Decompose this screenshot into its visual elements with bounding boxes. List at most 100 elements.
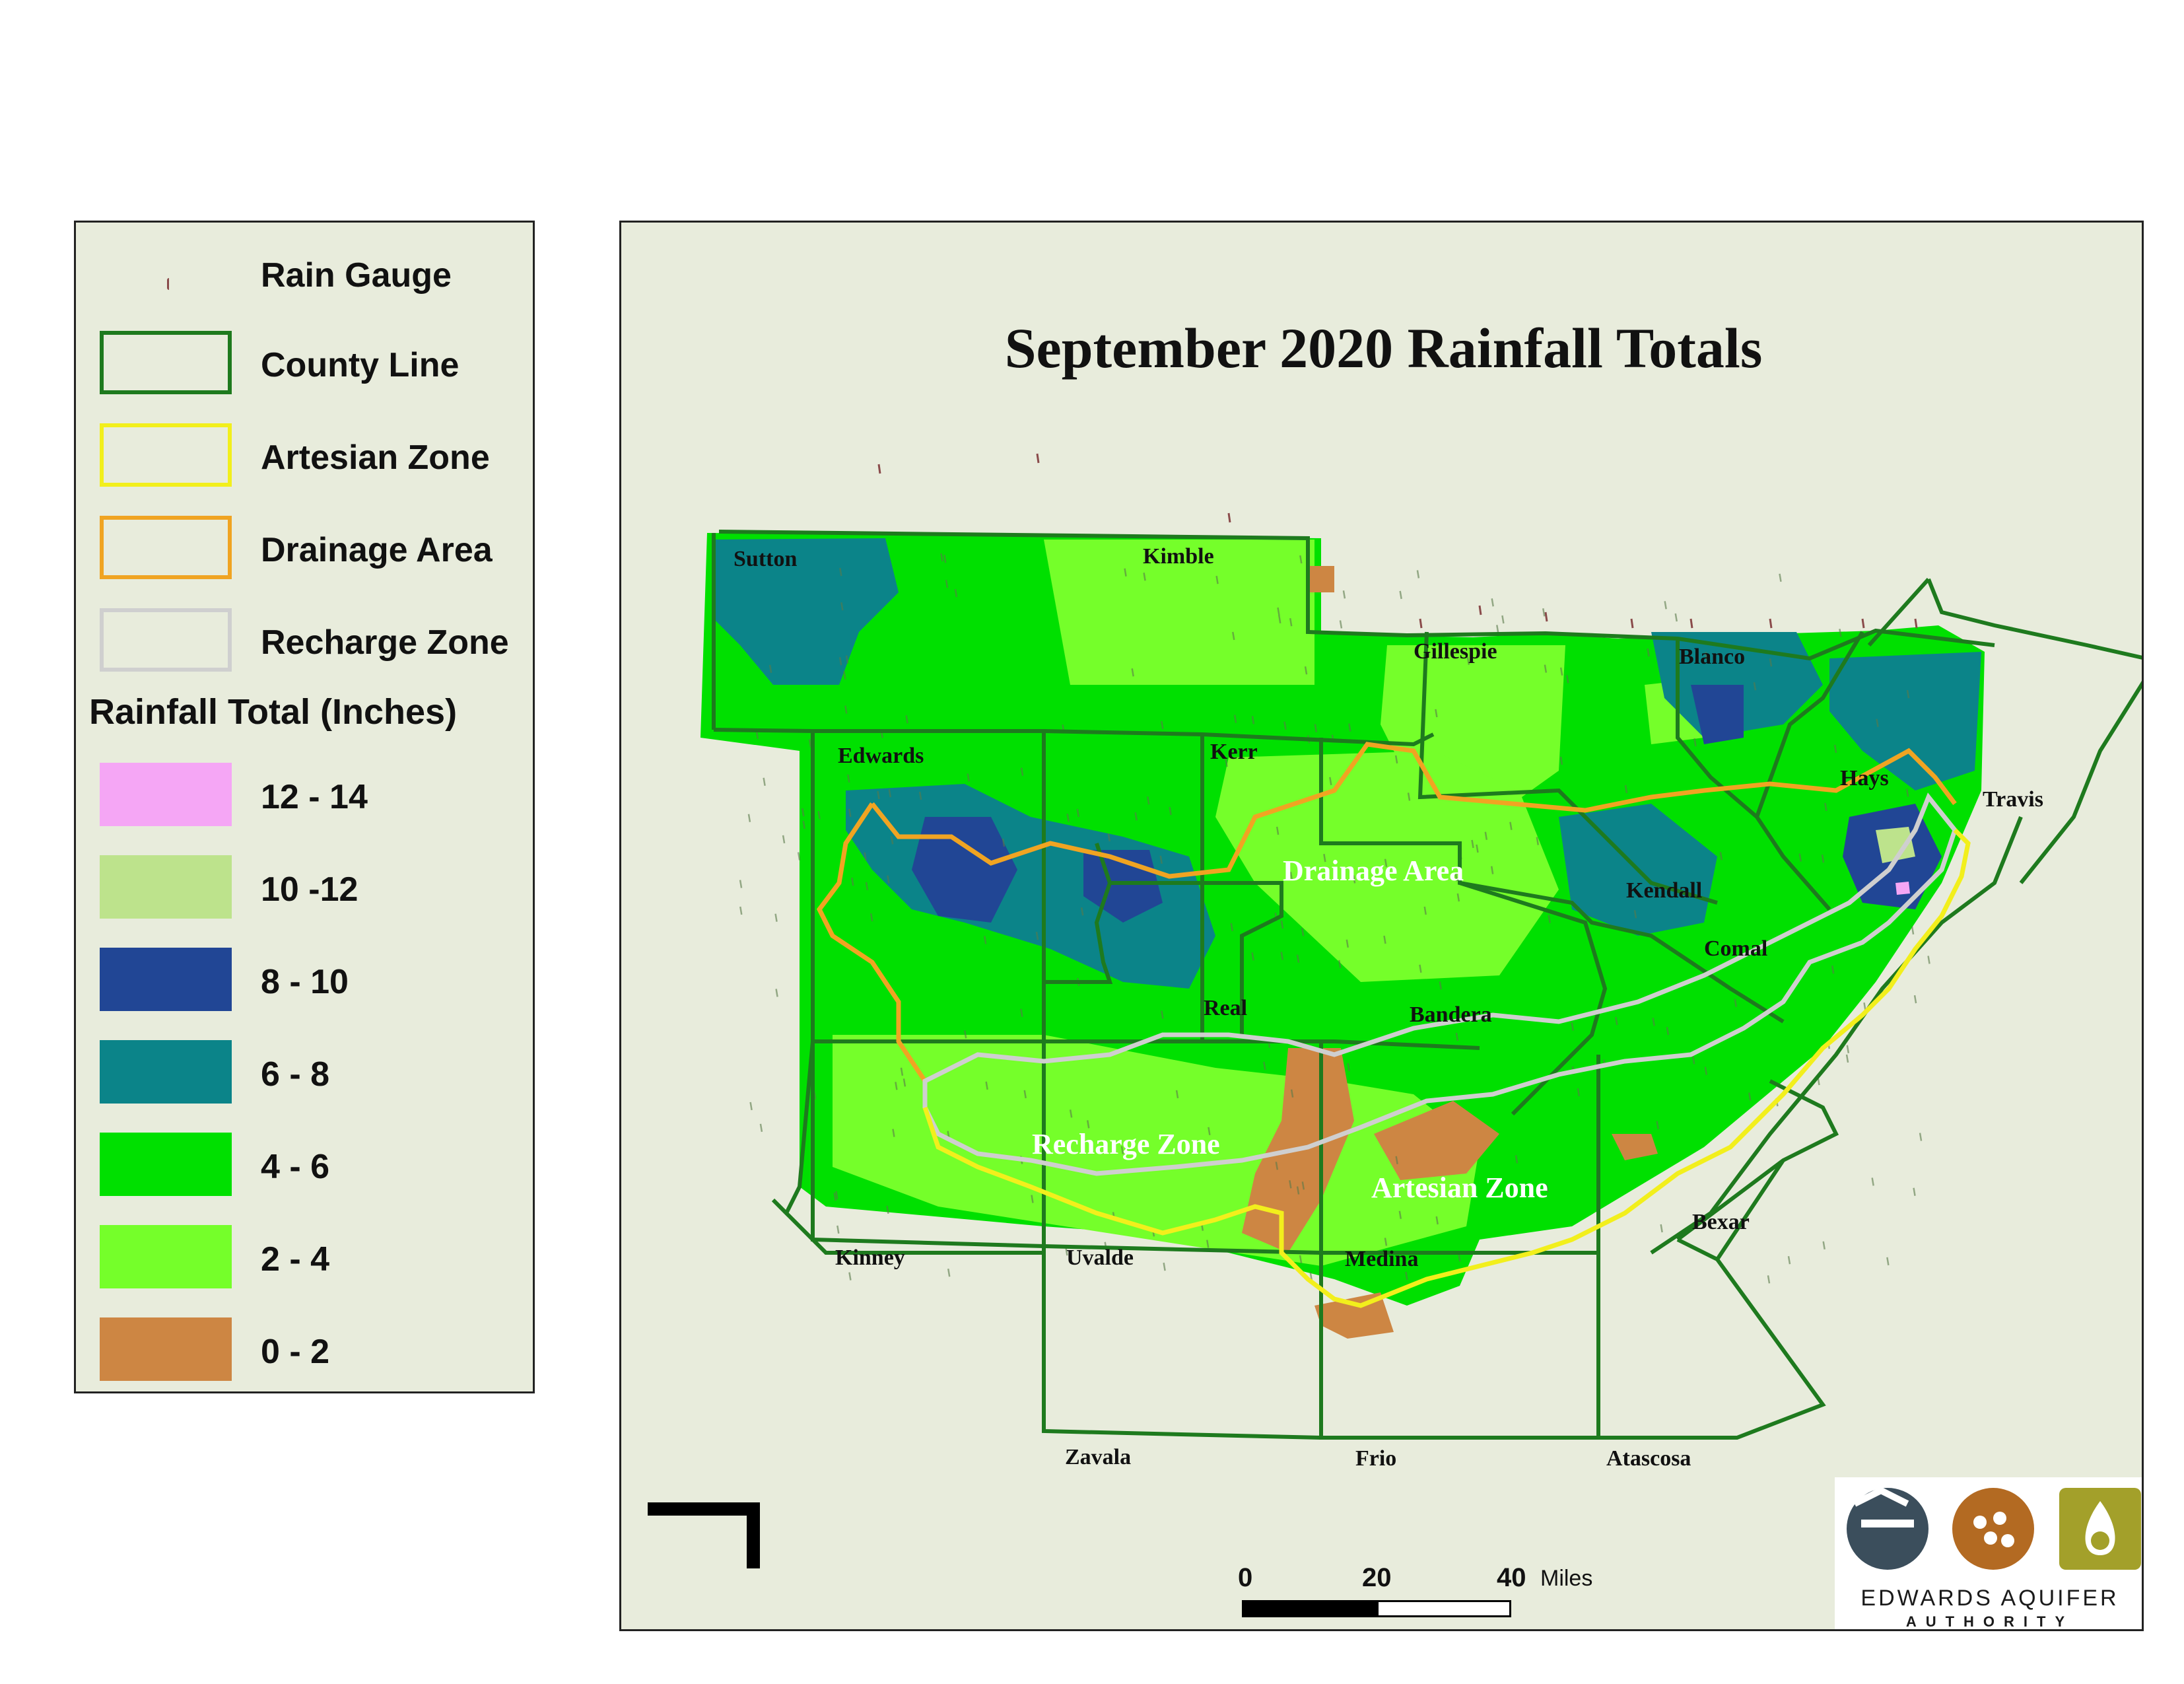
legend-item-county-line: County Line bbox=[88, 326, 524, 398]
rain-gauge-mark bbox=[1289, 1180, 1292, 1189]
class-label: 0 - 2 bbox=[261, 1333, 330, 1371]
rain-gauge-mark bbox=[1546, 1184, 1549, 1193]
rain-gauge-mark bbox=[1342, 590, 1346, 599]
legend-item-drainage-area: Drainage Area bbox=[88, 510, 524, 583]
rain-gauge-mark bbox=[943, 555, 947, 563]
rain-gauge-mark bbox=[1065, 1247, 1068, 1256]
rain-gauge-mark bbox=[1466, 656, 1470, 665]
rain-gauge-mark bbox=[983, 936, 987, 944]
county-labels: Sutton Kimble Gillespie Blanco Edwards K… bbox=[734, 544, 2043, 1471]
county-label-kendall: Kendall bbox=[1626, 878, 1702, 903]
rain-gauge-mark bbox=[1309, 1272, 1313, 1281]
rain-gauge-mark bbox=[1278, 615, 1281, 624]
county-label-gillespie: Gillespie bbox=[1414, 639, 1497, 664]
rain-gauge-mark bbox=[1206, 1240, 1210, 1248]
rain-gauge-mark bbox=[1515, 1155, 1519, 1164]
rain-gauge-mark bbox=[739, 906, 743, 915]
rain-gauge-mark bbox=[1577, 1088, 1581, 1097]
rain-gauge-mark bbox=[877, 790, 880, 800]
artesian-zone-boundary bbox=[922, 828, 1971, 1308]
rain-gauge-mark bbox=[1134, 812, 1138, 821]
rain-gauge-mark bbox=[1296, 954, 1300, 963]
rain-gauge-mark bbox=[782, 835, 786, 844]
rain-gauge-mark bbox=[1666, 1026, 1670, 1035]
rain-gauge-mark bbox=[1348, 723, 1351, 732]
legend-label: County Line bbox=[261, 346, 460, 384]
rain-gauge-mark bbox=[1624, 785, 1628, 794]
rain-gauge-mark bbox=[1559, 667, 1563, 676]
rain-gauge-mark bbox=[888, 789, 892, 798]
rain-gauge-mark bbox=[1120, 1146, 1124, 1154]
rain-gauge-mark bbox=[1767, 1275, 1771, 1284]
rain-gauge-mark bbox=[1215, 575, 1219, 584]
raster-2-4-kimble bbox=[1044, 540, 1314, 685]
county-label-frio: Frio bbox=[1355, 1446, 1396, 1471]
rain-gauge-mark bbox=[1031, 1195, 1034, 1203]
rain-gauge-mark bbox=[1346, 939, 1349, 948]
class-label: 12 - 14 bbox=[261, 778, 368, 816]
rain-gauge-mark bbox=[774, 913, 778, 922]
county-label-kimble: Kimble bbox=[1143, 544, 1214, 569]
rain-gauge-mark bbox=[1301, 928, 1305, 936]
rain-gauge-mark bbox=[1407, 792, 1411, 801]
rain-gauge-mark bbox=[1338, 960, 1342, 969]
rain-gauge-mark bbox=[1405, 1271, 1408, 1281]
recharge-zone-boundary bbox=[922, 792, 1958, 1176]
rain-gauge-mark bbox=[1478, 605, 1482, 615]
class-swatch bbox=[100, 948, 232, 1011]
county-label-blanco: Blanco bbox=[1679, 645, 1745, 669]
legend-class-10-12: 10 -12 bbox=[88, 850, 524, 923]
rain-gauge-mark bbox=[1399, 590, 1402, 600]
recharge-zone-swatch bbox=[100, 608, 232, 672]
map-frame: September 2020 Rainfall Totals bbox=[619, 221, 2144, 1631]
rain-gauge-mark bbox=[1107, 833, 1110, 842]
class-label: 6 - 8 bbox=[261, 1055, 330, 1094]
rain-gauge-mark bbox=[1734, 999, 1738, 1007]
class-swatch bbox=[100, 1133, 232, 1196]
rain-gauge-mark bbox=[1002, 838, 1006, 847]
rain-gauge-mark bbox=[1919, 1133, 1923, 1141]
rain-gauge-mark bbox=[1509, 822, 1513, 830]
rain-gauge-mark bbox=[895, 1082, 898, 1090]
rain-gauge-mark bbox=[1023, 1090, 1027, 1099]
scale-unit: Miles bbox=[1540, 1566, 1593, 1591]
rain-gauge-mark bbox=[1175, 1090, 1179, 1099]
rain-gauge-mark bbox=[1787, 1255, 1791, 1265]
rain-gauge-mark bbox=[1846, 1045, 1850, 1053]
legend-class-8-10: 8 - 10 bbox=[88, 942, 524, 1015]
rain-gauge-mark bbox=[1299, 555, 1303, 564]
class-swatch bbox=[100, 1225, 232, 1288]
legend-label: Recharge Zone bbox=[261, 623, 509, 662]
rain-gauge-mark bbox=[1289, 872, 1293, 880]
zone-label-drainage-area: Drainage Area bbox=[1283, 855, 1464, 887]
rain-gauge-mark bbox=[1208, 1127, 1211, 1136]
rain-gauge-mark bbox=[1299, 1255, 1303, 1263]
rain-gauge-mark bbox=[1656, 1121, 1659, 1129]
rain-gauge-mark bbox=[775, 989, 778, 997]
zone-label-artesian-zone: Artesian Zone bbox=[1371, 1172, 1548, 1204]
rain-gauge-mark bbox=[1020, 767, 1024, 776]
rain-gauge-mark bbox=[848, 808, 852, 818]
rain-gauge-mark bbox=[1384, 1238, 1388, 1246]
rain-gauge-mark bbox=[1146, 796, 1150, 805]
rain-gauge-mark bbox=[1824, 802, 1827, 812]
rain-gauge-mark bbox=[1769, 658, 1773, 667]
scale-segment-light bbox=[1377, 1600, 1511, 1617]
rain-gauge-mark bbox=[1275, 1162, 1279, 1170]
rain-gauge-mark bbox=[1647, 648, 1650, 657]
rain-gauge-mark bbox=[1779, 573, 1782, 582]
rain-gauge-mark bbox=[1352, 875, 1356, 884]
logo-mark-icon bbox=[1847, 1487, 2141, 1570]
county-label-real: Real bbox=[1204, 996, 1247, 1020]
county-label-edwards: Edwards bbox=[838, 744, 924, 768]
rain-gauge-mark bbox=[1719, 852, 1723, 860]
raster-0-2-kimble bbox=[1308, 566, 1334, 592]
rain-gauge-mark bbox=[1131, 668, 1134, 677]
rain-gauge-mark bbox=[1559, 756, 1563, 765]
rain-gauge-mark bbox=[905, 715, 908, 724]
legend-label: Drainage Area bbox=[261, 531, 493, 569]
rain-gauge-mark bbox=[1383, 935, 1386, 944]
county-label-bexar: Bexar bbox=[1692, 1210, 1750, 1234]
rain-gauge-mark bbox=[1419, 964, 1422, 973]
rain-gauge-mark bbox=[1227, 512, 1231, 523]
